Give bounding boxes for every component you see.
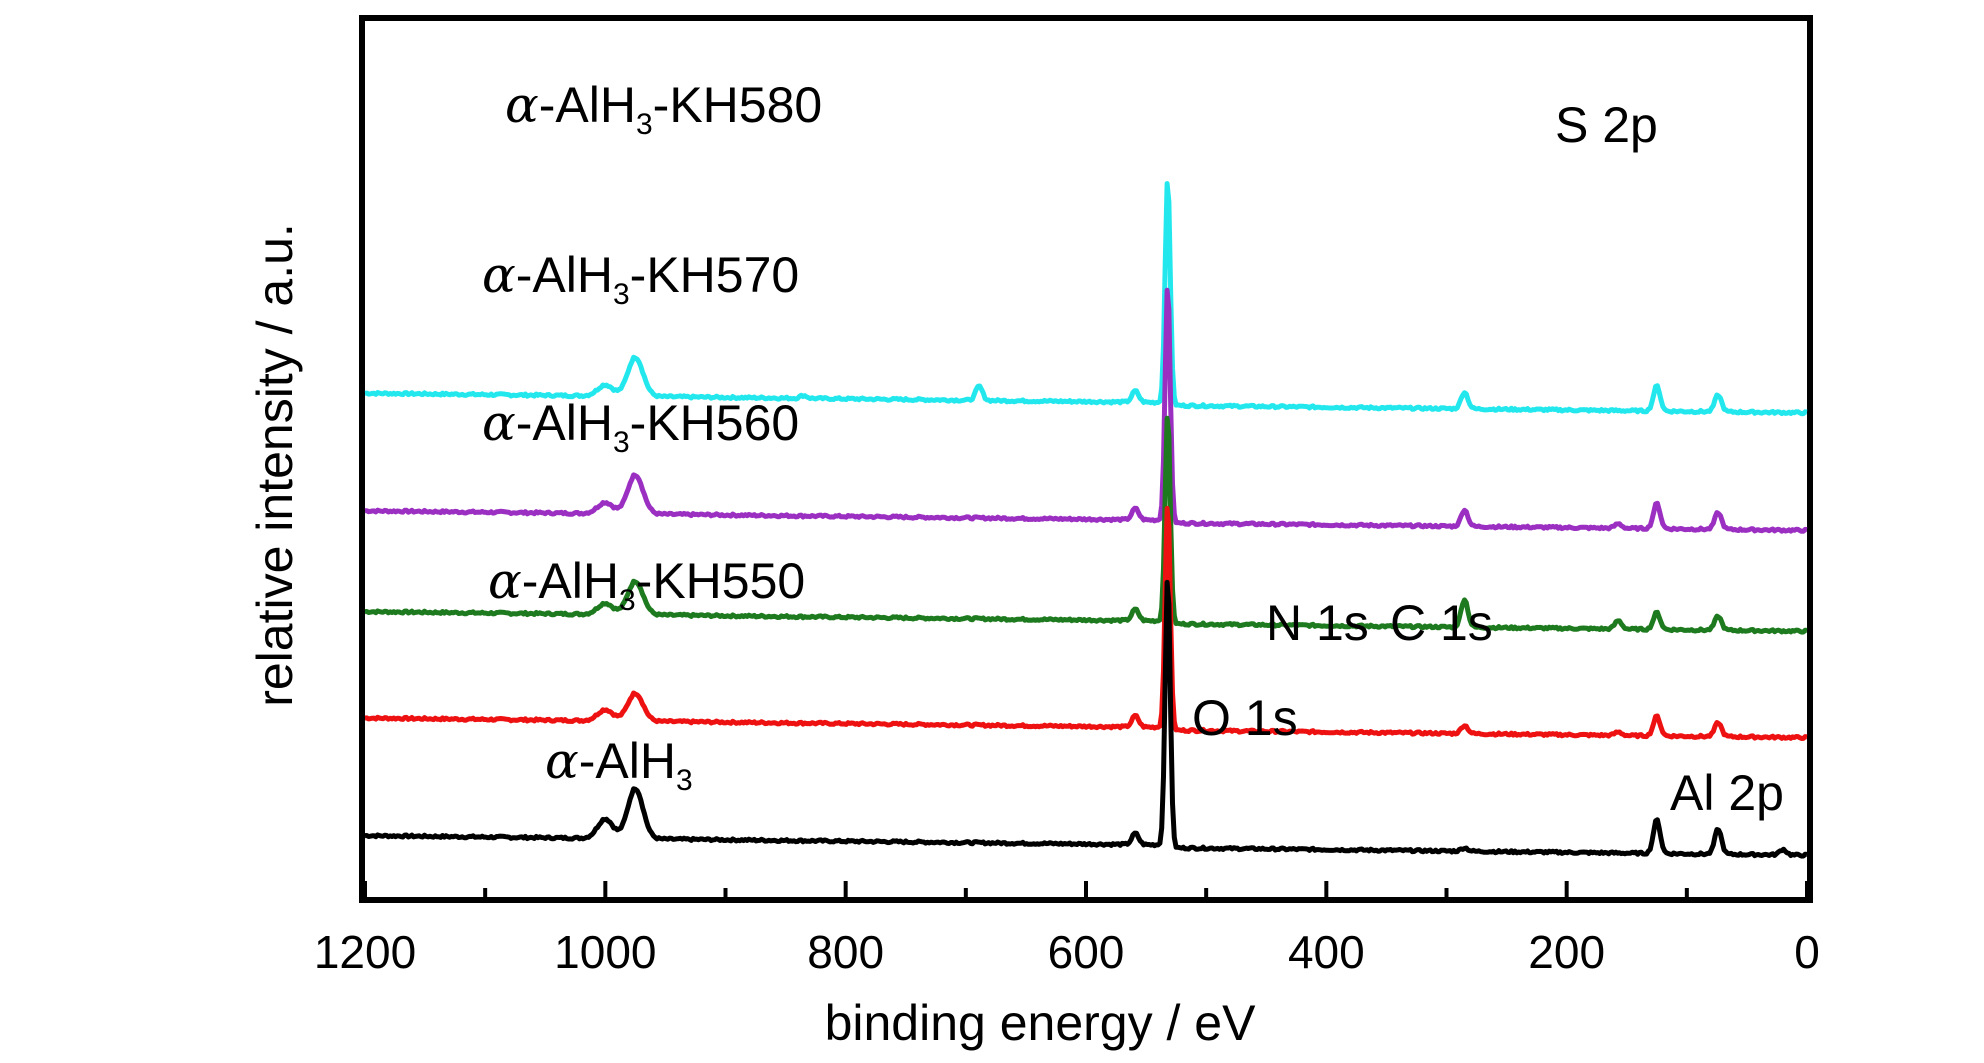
peak-label-o1s: O 1s bbox=[1192, 690, 1298, 746]
series-label-kh550: α-AlH3-KH550 bbox=[488, 552, 805, 617]
plot-border bbox=[359, 15, 1813, 903]
series-line-plain bbox=[364, 579, 1808, 859]
x-axis-title: binding energy / eV bbox=[825, 995, 1257, 1051]
x-tick-label: 200 bbox=[1528, 926, 1605, 978]
x-tick-label: 1000 bbox=[554, 926, 656, 978]
peak-label-c1s: C 1s bbox=[1390, 595, 1493, 651]
series-line-kh550 bbox=[364, 505, 1808, 741]
peak-annotations: S 2p N 1s C 1s O 1s Al 2p bbox=[1192, 97, 1784, 821]
x-tick-label: 400 bbox=[1288, 926, 1365, 978]
series-label-kh580: α-AlH3-KH580 bbox=[505, 76, 822, 141]
series-label-plain: α-AlH3 bbox=[545, 732, 693, 797]
x-axis-tick-labels: 1200 1000 800 600 400 200 0 bbox=[314, 926, 1820, 978]
x-tick-label: 600 bbox=[1048, 926, 1125, 978]
x-tick-label: 0 bbox=[1794, 926, 1820, 978]
series-label-kh570: α-AlH3-KH570 bbox=[482, 246, 799, 311]
series-line-kh570 bbox=[364, 287, 1808, 534]
peak-label-s2p: S 2p bbox=[1555, 97, 1658, 153]
series-lines bbox=[364, 181, 1808, 859]
peak-label-al2p: Al 2p bbox=[1670, 765, 1784, 821]
series-line-kh580 bbox=[364, 181, 1808, 417]
series-labels: α-AlH3-KH580 α-AlH3-KH570 α-AlH3-KH560 α-Al… bbox=[482, 76, 822, 797]
y-axis-title: relative intensity / a.u. bbox=[247, 223, 303, 707]
series-line-kh560 bbox=[364, 415, 1808, 635]
peak-label-n1s: N 1s bbox=[1266, 595, 1369, 651]
x-axis-ticks bbox=[363, 881, 1809, 897]
x-tick-label: 800 bbox=[807, 926, 884, 978]
series-label-kh560: α-AlH3-KH560 bbox=[482, 394, 799, 459]
plot-frame bbox=[359, 15, 1813, 903]
x-tick-label: 1200 bbox=[314, 926, 416, 978]
